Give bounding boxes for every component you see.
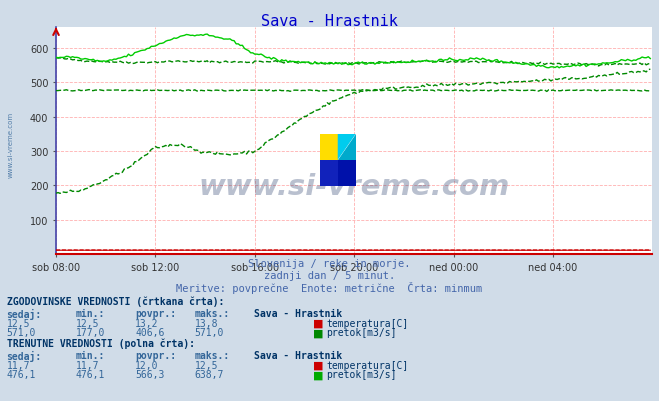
Text: 13,2: 13,2 <box>135 318 159 328</box>
Text: ■: ■ <box>313 318 324 328</box>
Text: Sava - Hrastnik: Sava - Hrastnik <box>261 14 398 29</box>
Polygon shape <box>338 134 356 160</box>
Text: min.:: min.: <box>76 308 105 318</box>
Text: 11,7: 11,7 <box>7 360 30 370</box>
Text: 566,3: 566,3 <box>135 369 165 379</box>
Text: 13,8: 13,8 <box>194 318 218 328</box>
Bar <box>320 134 338 160</box>
Text: Sava - Hrastnik: Sava - Hrastnik <box>254 308 342 318</box>
Text: povpr.:: povpr.: <box>135 308 176 318</box>
Bar <box>320 160 338 186</box>
Text: pretok[m3/s]: pretok[m3/s] <box>326 328 397 338</box>
Text: temperatura[C]: temperatura[C] <box>326 318 409 328</box>
Text: 11,7: 11,7 <box>76 360 100 370</box>
Text: Slovenija / reke in morje.: Slovenija / reke in morje. <box>248 259 411 269</box>
Text: 12,5: 12,5 <box>7 318 30 328</box>
Text: 12,0: 12,0 <box>135 360 159 370</box>
Text: TRENUTNE VREDNOSTI (polna črta):: TRENUTNE VREDNOSTI (polna črta): <box>7 338 194 348</box>
Text: 406,6: 406,6 <box>135 328 165 338</box>
Text: temperatura[C]: temperatura[C] <box>326 360 409 370</box>
Text: min.:: min.: <box>76 350 105 360</box>
Text: ■: ■ <box>313 328 324 338</box>
Text: 476,1: 476,1 <box>7 369 36 379</box>
Text: 638,7: 638,7 <box>194 369 224 379</box>
Text: 571,0: 571,0 <box>194 328 224 338</box>
Text: ZGODOVINSKE VREDNOSTI (črtkana črta):: ZGODOVINSKE VREDNOSTI (črtkana črta): <box>7 296 224 306</box>
Text: 12,5: 12,5 <box>76 318 100 328</box>
Text: 177,0: 177,0 <box>76 328 105 338</box>
Text: ■: ■ <box>313 369 324 379</box>
Text: Sava - Hrastnik: Sava - Hrastnik <box>254 350 342 360</box>
Text: sedaj:: sedaj: <box>7 350 42 360</box>
Polygon shape <box>338 134 356 160</box>
Text: maks.:: maks.: <box>194 308 229 318</box>
Text: 571,0: 571,0 <box>7 328 36 338</box>
Text: zadnji dan / 5 minut.: zadnji dan / 5 minut. <box>264 271 395 281</box>
Text: sedaj:: sedaj: <box>7 308 42 319</box>
Bar <box>338 160 356 186</box>
Text: pretok[m3/s]: pretok[m3/s] <box>326 369 397 379</box>
Text: 476,1: 476,1 <box>76 369 105 379</box>
Text: 12,5: 12,5 <box>194 360 218 370</box>
Text: www.si-vreme.com: www.si-vreme.com <box>8 111 14 177</box>
Text: Meritve: povprečne  Enote: metrične  Črta: minmum: Meritve: povprečne Enote: metrične Črta:… <box>177 282 482 294</box>
Text: ■: ■ <box>313 360 324 370</box>
Text: maks.:: maks.: <box>194 350 229 360</box>
Text: povpr.:: povpr.: <box>135 350 176 360</box>
Text: www.si-vreme.com: www.si-vreme.com <box>198 173 510 200</box>
